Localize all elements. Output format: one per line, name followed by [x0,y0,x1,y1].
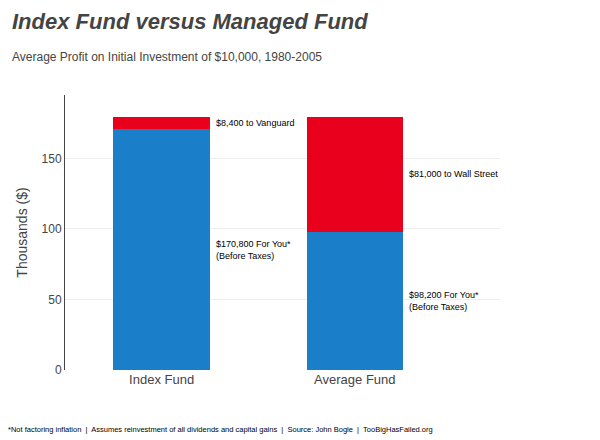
svg-text:$8,400 to Vanguard: $8,400 to Vanguard [216,118,294,128]
svg-text:*Not factoring inflation | A: *Not factoring inflation | Assumes reinv… [8,425,433,434]
svg-text:$81,000 to Wall Street: $81,000 to Wall Street [409,169,498,179]
svg-text:$170,800 For You*(Before Taxes: $170,800 For You*(Before Taxes) [216,239,291,261]
svg-text:Index Fund versus Managed Fund: Index Fund versus Managed Fund [12,9,368,34]
svg-text:50: 50 [48,293,62,307]
svg-text:100: 100 [42,222,62,236]
svg-text:0: 0 [55,363,62,377]
svg-text:150: 150 [42,152,62,166]
svg-text:Average Profit on Initial Inve: Average Profit on Initial Investment of … [12,50,322,64]
svg-text:Index Fund: Index Fund [129,372,194,387]
svg-text:Average Fund: Average Fund [314,372,395,387]
svg-text:$98,200 For You*(Before Taxes): $98,200 For You*(Before Taxes) [409,290,479,312]
svg-text:Thousands ($): Thousands ($) [14,187,30,277]
